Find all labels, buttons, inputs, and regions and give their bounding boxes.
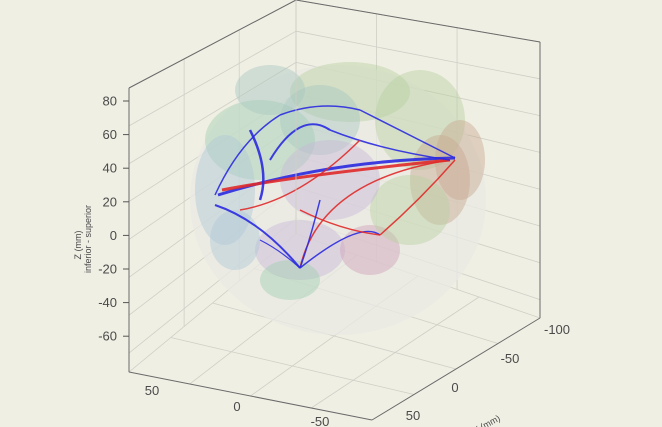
z-grid-left-1 xyxy=(128,30,297,127)
brain-region-2 xyxy=(375,70,465,170)
network-edges xyxy=(214,105,456,269)
z-tick-label-3: 20 xyxy=(103,194,117,209)
brain-region-11 xyxy=(280,140,380,220)
brain-region-7 xyxy=(280,85,360,155)
z-tick-label-6: -40 xyxy=(98,295,117,310)
brain-regions xyxy=(190,62,486,335)
y-axis-line xyxy=(371,317,541,421)
brain-region-6 xyxy=(340,225,400,275)
z-axis-label-line1: Z (mm) xyxy=(73,231,83,260)
x-tick-label-1: 0 xyxy=(233,399,240,414)
y-axis-label: Y (mm) xyxy=(471,413,502,427)
x-tick-label-0: 50 xyxy=(145,383,159,398)
z-tick-label-2: 40 xyxy=(103,161,117,176)
y-tick-label-2: 0 xyxy=(451,380,458,395)
network-edge-9 xyxy=(379,159,456,236)
y-tick-label-3: 50 xyxy=(406,408,420,423)
x-tick-label-2: -50 xyxy=(311,414,330,427)
floor-grid-b-2 xyxy=(311,296,480,409)
network-edge-14 xyxy=(299,199,321,269)
top-edge-left xyxy=(128,0,297,89)
network-edge-13 xyxy=(359,109,456,159)
z-axis-label-line2: inferior - superior xyxy=(83,205,93,273)
network-edge-11 xyxy=(239,139,361,211)
y-tick-label-1: -50 xyxy=(501,351,520,366)
top-edge-back xyxy=(295,0,541,43)
network-edge-15 xyxy=(259,239,301,269)
z-tick-label-7: -60 xyxy=(98,329,117,344)
x-axis-line xyxy=(128,371,373,421)
brain-region-13 xyxy=(235,65,305,115)
brain-region-0 xyxy=(205,100,315,180)
brain-region-8 xyxy=(260,260,320,300)
brain-region-5 xyxy=(255,220,345,280)
network-edge-2 xyxy=(214,204,301,269)
z-grid-back-1 xyxy=(295,30,541,80)
y-tick-label-0: -100 xyxy=(544,322,570,337)
network-edge-7 xyxy=(329,129,451,161)
brain-region-12 xyxy=(435,120,485,200)
network-edge-10 xyxy=(299,209,381,236)
z-tick-label-4: 0 xyxy=(110,228,117,243)
network-edge-5 xyxy=(269,123,331,161)
z-tick-label-1: 60 xyxy=(103,127,117,142)
axes-frame xyxy=(128,0,541,421)
z-tick-label-5: -20 xyxy=(98,262,117,277)
z-grid-left-2 xyxy=(128,62,297,165)
brain-region-10 xyxy=(210,210,260,270)
z-tick-label-0: 80 xyxy=(103,94,117,109)
axis-ticks: 80 60 40 20 0 -20 -40 -60 50 0 -50 -100 -50 0 50 xyxy=(98,94,570,427)
network-edge-8 xyxy=(214,114,281,196)
network-edge-4 xyxy=(299,230,381,269)
brain-hull xyxy=(190,65,486,335)
network-edge-12 xyxy=(279,105,361,116)
brain-region-9 xyxy=(370,175,450,245)
